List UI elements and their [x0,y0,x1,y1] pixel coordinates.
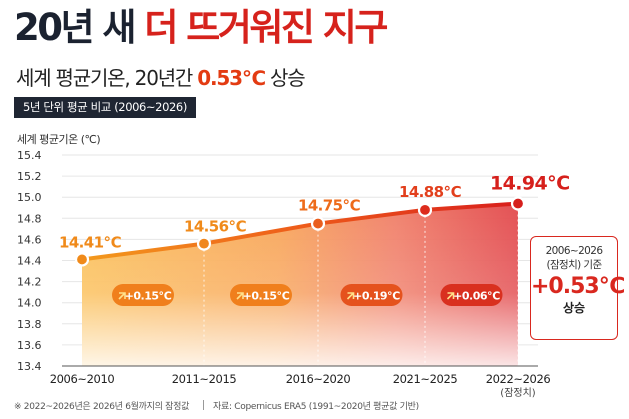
arrow-up-icon [446,292,455,300]
value-label: 14.41℃ [59,233,121,251]
title-part-1: 20년 새 [14,6,145,49]
y-tick-label: 14.6 [17,233,42,246]
data-point [196,236,212,251]
y-tick-label: 15.0 [17,191,42,204]
change-label: +0.19℃ [353,290,400,303]
data-point [510,196,526,211]
x-tick-note: (잠정치) [500,387,536,399]
change-bubble [440,284,503,306]
footnote: ※ 2022~2026년은 2026년 6월까지의 잠정값 [14,402,190,412]
y-tick-label: 14.0 [17,297,42,310]
callout-basis: (잠정치) 기준 [546,259,602,271]
x-tick-label: 2006~2010 [50,372,115,386]
x-tick-label: 2022~2026 [486,372,551,386]
y-tick-label: 13.4 [17,360,42,373]
y-tick-label: 15.2 [17,170,42,183]
title-part-2: 더 뜨거워진 지구 [144,6,388,49]
data-point [74,252,90,267]
change-label: +0.06℃ [453,290,500,303]
change-label: +0.15℃ [125,290,172,303]
summary-callout: 2006~2026 (잠정치) 기준 +0.53℃ 상승 [530,236,625,340]
subtitle-before: 세계 평균기온, 20년간 [16,66,198,90]
x-tick-label: 2011~2015 [172,372,237,386]
y-tick-label: 15.4 [17,149,42,162]
change-label: +0.15℃ [243,290,290,303]
change-bubble [112,284,174,306]
arrow-up-icon [346,292,355,300]
value-label: 14.56℃ [184,218,246,236]
callout-period: 2006~2026 [545,245,603,257]
subtitle: 세계 평균기온, 20년간 0.53℃ 상승 [16,62,306,91]
y-tick-label: 14.4 [17,255,42,268]
value-label: 14.88℃ [399,183,461,201]
page-title: 20년 새 더 뜨거워진 지구 [14,6,388,50]
change-bubble [230,284,292,306]
arrow-up-icon [118,292,126,300]
y-tick-label: 14.8 [17,212,42,225]
y-tick-label: 14.2 [17,276,42,289]
y-tick-label: 13.6 [17,339,42,352]
x-tick-label: 2016~2020 [286,372,351,386]
callout-label: 상승 [562,301,586,315]
data-point [417,202,433,217]
arrow-up-icon [236,292,244,300]
value-label: 14.94℃ [490,173,570,195]
y-axis-label: 세계 평균기온 (℃) [17,133,101,146]
area-fade [82,203,518,366]
callout-value: +0.53℃ [531,274,625,299]
subtitle-value: 0.53℃ [197,66,266,90]
footer-divider [203,400,204,410]
period-tag: 5년 단위 평균 비교 (2006~2026) [14,97,196,118]
y-tick-label: 13.8 [17,318,42,331]
data-point [310,216,326,231]
source-note: 자료: Copernicus ERA5 (1991~2020년 평균값 기반) [213,402,419,412]
change-bubble [340,284,403,306]
x-tick-label: 2021~2025 [393,372,458,386]
value-label: 14.75℃ [298,197,360,215]
subtitle-after: 상승 [264,66,306,90]
